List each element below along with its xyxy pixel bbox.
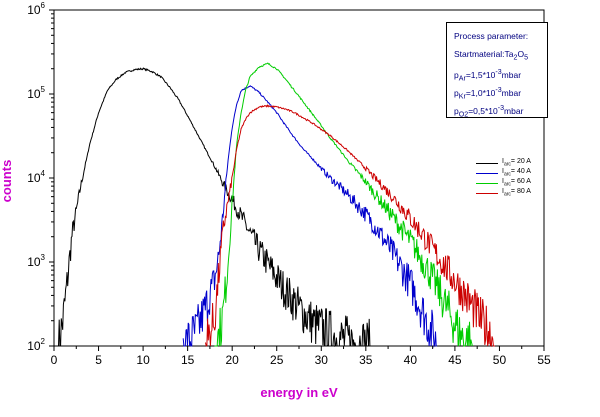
x-tick-label: 45 (448, 353, 462, 367)
process-parameter-box: Process parameter: Startmaterial:Ta2O5 p… (446, 22, 548, 119)
x-tick-label: 40 (404, 353, 418, 367)
process-parameter-title: Process parameter: (454, 31, 529, 41)
legend-item-4: Iarc= 80 A (476, 188, 556, 198)
legend-label: Iarc= 60 A (502, 178, 531, 188)
pressure-symbol: p (454, 105, 459, 116)
x-tick-label: 50 (493, 353, 507, 367)
pressure-exponent: -3 (497, 104, 505, 112)
x-axis-title: energy in eV (260, 385, 338, 400)
legend-item-2: Iarc= 40 A (476, 168, 556, 178)
x-tick-label: 30 (315, 353, 329, 367)
startmaterial-o-sub: 5 (524, 53, 529, 62)
x-tick-label: 25 (270, 353, 284, 367)
pressure-symbol: p (454, 87, 459, 98)
pressure-unit: mbar (501, 87, 522, 98)
legend-label: Iarc= 20 A (502, 158, 531, 168)
y-tick-label: 102 (27, 337, 45, 353)
y-tick-label: 104 (27, 169, 45, 185)
pressure-line-ar: pAr=1,5*10-3mbar (454, 64, 543, 83)
pressure-value: =0,5*10 (468, 105, 498, 116)
x-tick-label: 0 (51, 353, 58, 367)
x-tick-label: 10 (136, 353, 150, 367)
pressure-value: =1,0*10 (465, 87, 496, 98)
legend: Iarc= 20 A Iarc= 40 A Iarc= 60 A Iarc= 80 A (476, 158, 556, 198)
startmaterial-text: Startmaterial:Ta (454, 49, 514, 59)
startmaterial-o: O (517, 49, 525, 59)
legend-swatch (476, 192, 498, 194)
series-line-4 (205, 104, 495, 348)
series-layer (58, 62, 495, 348)
pressure-unit: mbar (504, 105, 524, 116)
y-tick-label: 105 (27, 85, 45, 101)
y-tick-label: 106 (27, 1, 45, 17)
series-line-2 (182, 85, 437, 348)
legend-item-3: Iarc= 60 A (476, 178, 556, 188)
pressure-exponent: -3 (495, 68, 502, 76)
pressure-unit: mbar (501, 69, 522, 80)
y-tick-label: 103 (27, 253, 45, 269)
startmaterial-sub: 2 (513, 53, 518, 62)
pressure-exponent: -3 (495, 86, 502, 94)
pressure-gas: O2 (458, 110, 469, 119)
x-tick-label: 55 (537, 353, 551, 367)
x-tick-label: 35 (359, 353, 373, 367)
legend-swatch (476, 172, 498, 174)
y-axis-title: counts (0, 160, 14, 203)
legend-swatch (476, 162, 498, 164)
y-axis: 102 103 104 105 106 (27, 1, 54, 353)
pressure-line-kr: pKr=1,0*10-3mbar (454, 82, 543, 101)
x-tick-label: 20 (226, 353, 240, 367)
legend-label: Iarc= 40 A (502, 168, 531, 178)
x-tick-label: 5 (95, 353, 102, 367)
legend-swatch (476, 182, 498, 184)
x-axis: 0 5 10 15 20 25 30 35 40 45 50 55 (51, 346, 551, 367)
pressure-symbol: p (454, 69, 459, 80)
pressure-gas: Kr (458, 92, 466, 101)
pressure-gas: Ar (458, 74, 466, 83)
legend-label: Iarc= 80 A (502, 188, 531, 198)
pressure-value: =1,5*10 (465, 69, 496, 80)
x-tick-label: 15 (181, 353, 195, 367)
startmaterial-line: Startmaterial:Ta2O5 (454, 46, 543, 64)
legend-item-1: Iarc= 20 A (476, 158, 556, 168)
pressure-line-o2: pO2=0,5*10-3mbar (454, 100, 543, 119)
series-line-1 (58, 67, 371, 348)
series-line-3 (214, 62, 473, 347)
